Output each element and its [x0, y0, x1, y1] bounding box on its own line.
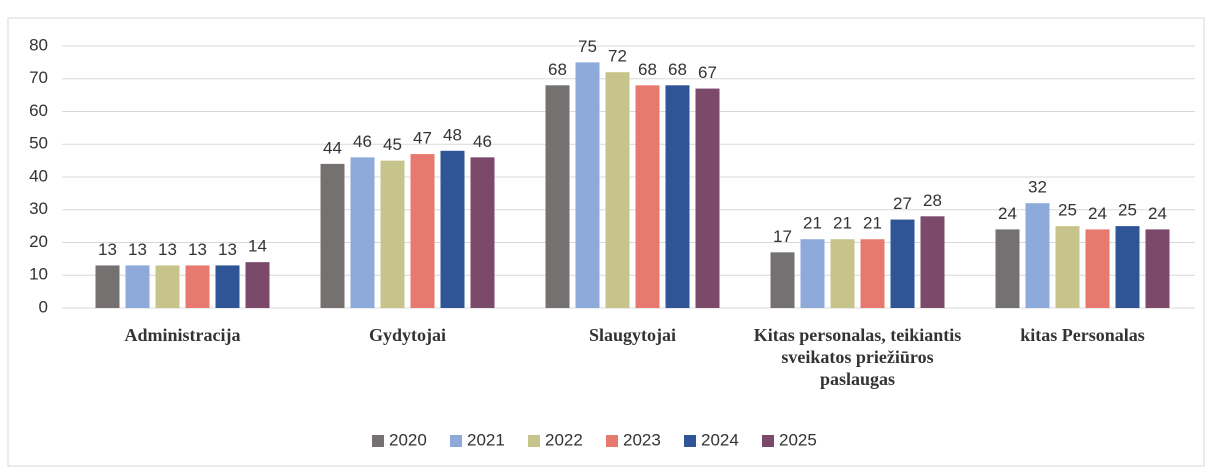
data-label: 68 — [548, 60, 567, 79]
data-label: 32 — [1028, 178, 1047, 197]
y-tick-label: 10 — [29, 265, 48, 284]
data-label: 24 — [1088, 204, 1107, 223]
data-label: 48 — [443, 125, 462, 144]
bar — [245, 262, 270, 308]
bar — [380, 160, 405, 308]
data-label: 68 — [668, 60, 687, 79]
y-tick-label: 50 — [29, 134, 48, 153]
data-label: 25 — [1058, 201, 1077, 220]
legend-label: 2022 — [545, 430, 583, 449]
bar — [995, 229, 1020, 308]
bar — [95, 265, 120, 308]
y-tick-label: 80 — [29, 35, 48, 54]
data-label: 13 — [158, 240, 177, 259]
bar — [410, 154, 435, 308]
y-tick-label: 0 — [39, 297, 48, 316]
y-tick-label: 30 — [29, 199, 48, 218]
bar — [665, 85, 690, 308]
data-label: 72 — [608, 47, 627, 66]
bar — [545, 85, 570, 308]
data-label: 21 — [803, 214, 822, 233]
bar — [1055, 226, 1080, 308]
data-label: 47 — [413, 129, 432, 148]
y-tick-label: 70 — [29, 68, 48, 87]
legend-swatch — [528, 435, 540, 447]
x-tick-label: Slaugytojai — [588, 325, 676, 345]
chart-border — [7, 17, 1205, 467]
legend-swatch — [684, 435, 696, 447]
x-tick-label: kitas Personalas — [1020, 325, 1145, 345]
bar — [770, 252, 795, 308]
legend-label: 2021 — [467, 430, 505, 449]
bar — [635, 85, 660, 308]
legend-label: 2023 — [623, 430, 661, 449]
bar — [125, 265, 150, 308]
data-label: 13 — [218, 240, 237, 259]
bar — [830, 239, 855, 308]
bar — [155, 265, 180, 308]
data-label: 68 — [638, 60, 657, 79]
bar — [215, 265, 240, 308]
legend-swatch — [372, 435, 384, 447]
legend-swatch — [450, 435, 462, 447]
legend-label: 2025 — [779, 430, 817, 449]
bar — [695, 88, 720, 308]
data-label: 44 — [323, 138, 342, 157]
data-label: 27 — [893, 194, 912, 213]
data-label: 46 — [473, 132, 492, 151]
data-label: 28 — [923, 191, 942, 210]
y-tick-label: 40 — [29, 166, 48, 185]
data-label: 21 — [863, 214, 882, 233]
bar — [185, 265, 210, 308]
legend-swatch — [606, 435, 618, 447]
x-tick-label: Kitas personalas, teikiantis sveikatos p… — [753, 325, 962, 389]
bar — [1115, 226, 1140, 308]
bar — [890, 219, 915, 308]
data-label: 17 — [773, 227, 792, 246]
y-tick-label: 20 — [29, 232, 48, 251]
bar — [1025, 203, 1050, 308]
legend-swatch — [762, 435, 774, 447]
bar — [1145, 229, 1170, 308]
legend-label: 2024 — [701, 430, 739, 449]
bar — [800, 239, 825, 308]
data-label: 67 — [698, 63, 717, 82]
data-label: 46 — [353, 132, 372, 151]
data-label: 13 — [98, 240, 117, 259]
data-label: 24 — [1148, 204, 1167, 223]
data-label: 21 — [833, 214, 852, 233]
data-label: 14 — [248, 237, 267, 256]
bar — [605, 72, 630, 308]
bar — [470, 157, 495, 308]
bar — [440, 150, 465, 308]
bar — [320, 163, 345, 308]
bar — [920, 216, 945, 308]
bar — [1085, 229, 1110, 308]
bar — [575, 62, 600, 308]
y-tick-label: 60 — [29, 101, 48, 120]
data-label: 45 — [383, 135, 402, 154]
data-label: 13 — [188, 240, 207, 259]
data-label: 13 — [128, 240, 147, 259]
data-label: 24 — [998, 204, 1017, 223]
x-tick-label: Administracija — [124, 325, 241, 345]
legend-label: 2020 — [389, 430, 427, 449]
data-label: 25 — [1118, 201, 1137, 220]
data-label: 75 — [578, 37, 597, 56]
x-tick-label: Gydytojai — [368, 325, 446, 345]
bar — [860, 239, 885, 308]
bar — [350, 157, 375, 308]
